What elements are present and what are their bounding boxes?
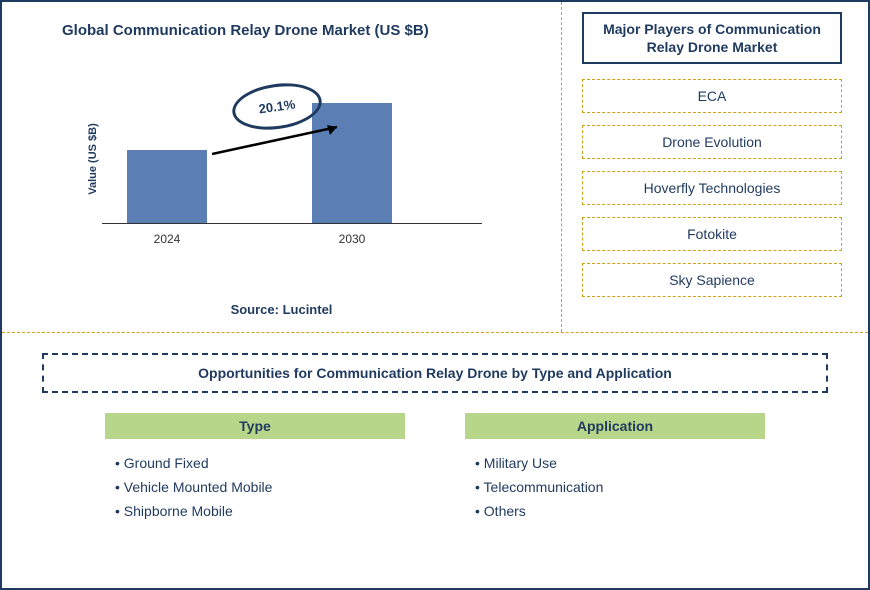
category-header: Type	[105, 413, 405, 439]
bar-2024	[127, 150, 207, 223]
category-header: Application	[465, 413, 765, 439]
category-type: Type Ground Fixed Vehicle Mounted Mobile…	[105, 413, 405, 523]
player-item: Drone Evolution	[582, 125, 842, 159]
top-section: Global Communication Relay Drone Market …	[2, 2, 868, 332]
category-item: Telecommunication	[465, 475, 765, 499]
player-item: Fotokite	[582, 217, 842, 251]
players-title: Major Players of Communication Relay Dro…	[582, 12, 842, 64]
opportunities-title: Opportunities for Communication Relay Dr…	[42, 353, 828, 393]
players-panel: Major Players of Communication Relay Dro…	[562, 2, 862, 332]
chart-title: Global Communication Relay Drone Market …	[62, 22, 531, 39]
categories-row: Type Ground Fixed Vehicle Mounted Mobile…	[42, 413, 828, 523]
opportunities-section: Opportunities for Communication Relay Dr…	[2, 332, 868, 543]
player-item: ECA	[582, 79, 842, 113]
category-item: Vehicle Mounted Mobile	[105, 475, 405, 499]
category-application: Application Military Use Telecommunicati…	[465, 413, 765, 523]
x-tick-2024: 2024	[127, 232, 207, 246]
player-item: Hoverfly Technologies	[582, 171, 842, 205]
category-item: Others	[465, 499, 765, 523]
chart-area: Global Communication Relay Drone Market …	[2, 2, 562, 332]
bar-chart: Value (US $B) 20.1% 2024 2030	[102, 69, 482, 249]
category-item: Ground Fixed	[105, 451, 405, 475]
x-tick-2030: 2030	[312, 232, 392, 246]
player-item: Sky Sapience	[582, 263, 842, 297]
category-item: Shipborne Mobile	[105, 499, 405, 523]
category-item: Military Use	[465, 451, 765, 475]
chart-source: Source: Lucintel	[231, 302, 333, 317]
y-axis-label: Value (US $B)	[87, 123, 99, 195]
